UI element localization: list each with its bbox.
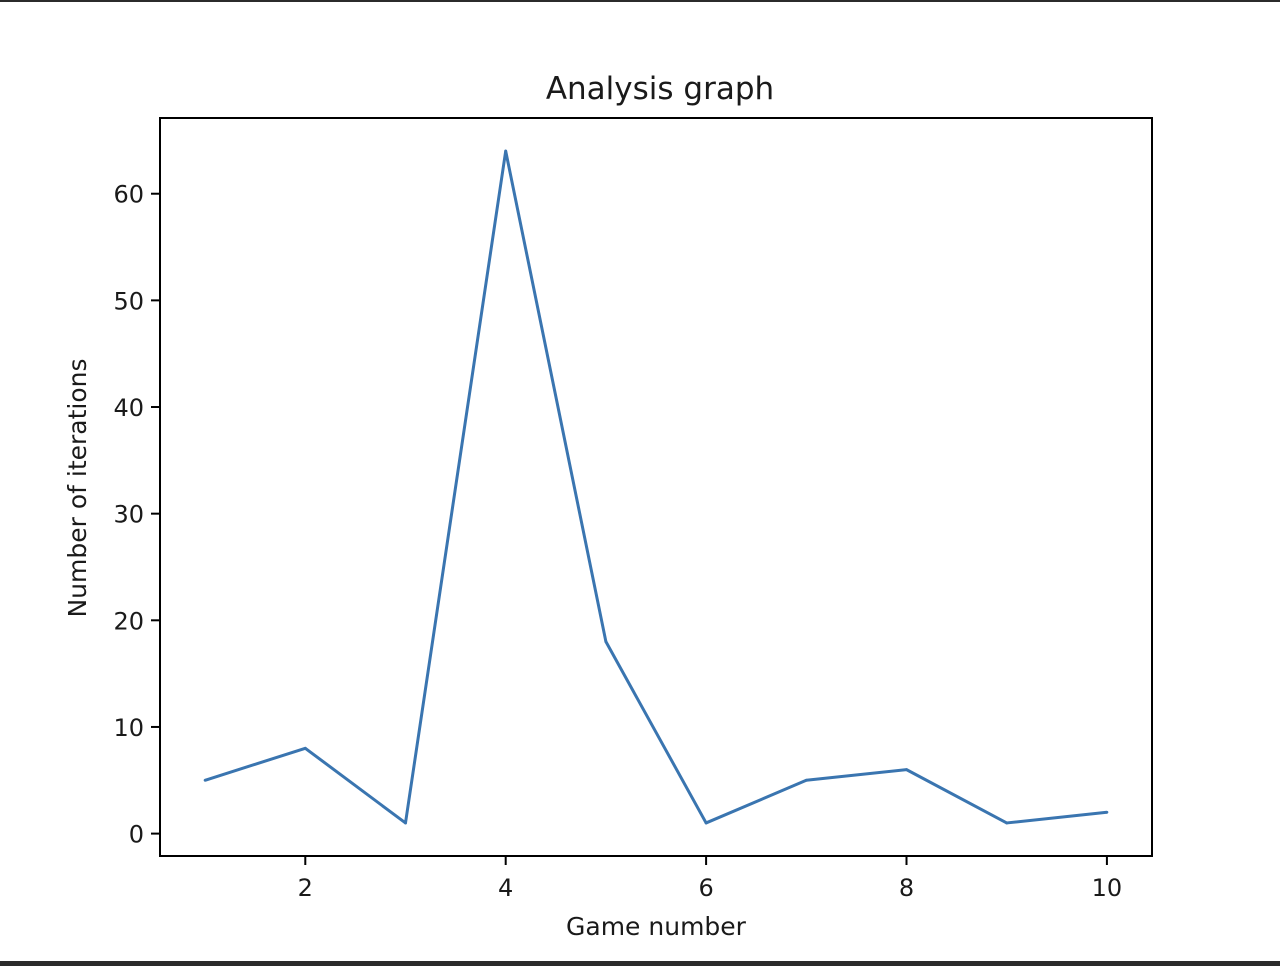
x-tick-label: 6 [698,874,713,902]
data-point [404,821,407,825]
y-tick-label: 40 [113,394,144,422]
y-tick-label: 50 [113,287,144,315]
x-axis-label: Game number [566,912,747,941]
data-point [905,768,908,772]
series-layer [203,149,1109,825]
x-tick-label: 4 [498,874,513,902]
data-point [504,149,508,153]
y-tick-label: 20 [113,607,144,635]
window-bottom-border [0,961,1280,966]
window-top-border [0,0,1280,2]
data-point [804,778,808,782]
plot-axes: 2 4 6 8 10 0 10 20 30 40 50 60 [113,181,1122,902]
y-tick-label: 0 [129,821,144,849]
data-point [1105,810,1109,814]
y-axis-label: Number of iterations [63,358,92,617]
y-tick-label: 30 [113,501,144,529]
data-point [303,746,307,750]
chart-title: Analysis graph [546,71,774,107]
data-point [604,640,608,644]
plot-frame [159,117,1153,857]
y-tick-label: 60 [113,181,144,209]
data-point [1005,821,1009,825]
data-point [704,821,708,825]
x-tick-label: 2 [298,874,313,902]
series-line [204,149,1108,825]
y-tick-label: 10 [113,714,144,742]
x-tick-label: 10 [1092,874,1123,902]
x-tick-label: 8 [899,874,914,902]
data-point [203,778,207,782]
